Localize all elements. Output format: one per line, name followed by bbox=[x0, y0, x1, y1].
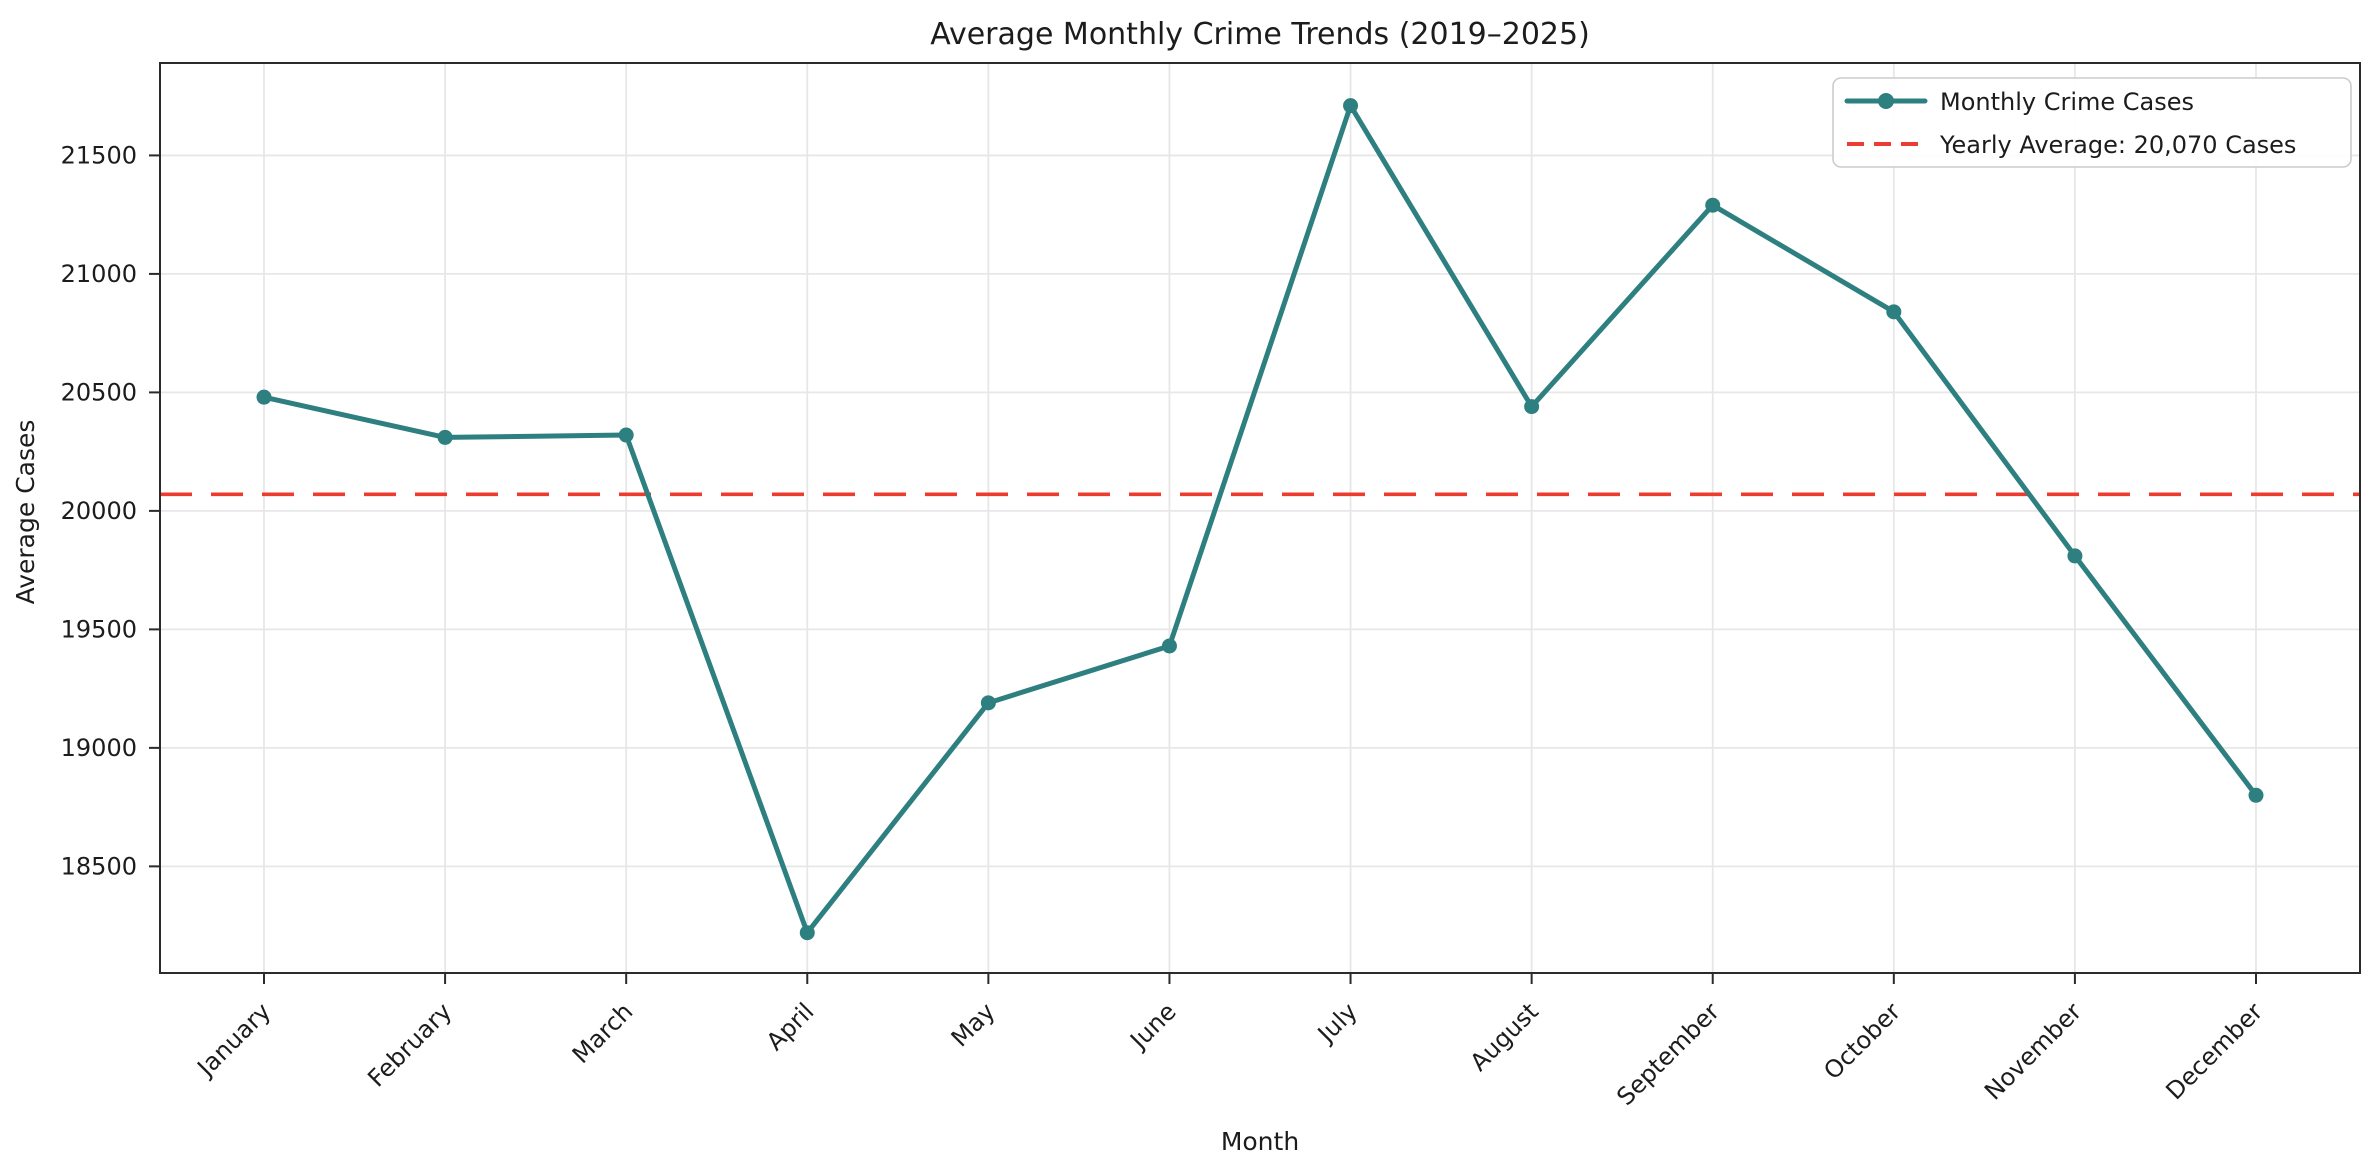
legend-item-yearly-average: Yearly Average: 20,070 Cases bbox=[1847, 131, 2296, 159]
data-point-marker bbox=[1524, 399, 1540, 415]
x-tick-label: February bbox=[362, 997, 457, 1092]
data-point-marker bbox=[980, 695, 996, 711]
legend-label-yearly-average: Yearly Average: 20,070 Cases bbox=[1939, 131, 2296, 159]
y-tick-label: 20500 bbox=[61, 378, 137, 406]
data-point-marker bbox=[799, 925, 815, 941]
data-point-marker bbox=[1705, 197, 1721, 213]
x-tick-label: June bbox=[1124, 997, 1182, 1055]
y-tick-label: 18500 bbox=[61, 852, 137, 880]
data-point-marker bbox=[2248, 787, 2264, 803]
x-tick-label: May bbox=[946, 997, 1001, 1052]
legend-box bbox=[1832, 77, 2352, 168]
y-axis-label: Average Cases bbox=[11, 420, 40, 605]
plot-border bbox=[159, 62, 2361, 974]
y-tick-label: 19000 bbox=[61, 734, 137, 762]
legend-marker-swatch bbox=[1878, 93, 1894, 109]
x-tick-label: March bbox=[567, 997, 639, 1069]
x-tick-label: July bbox=[1311, 997, 1363, 1049]
y-tick-label: 21500 bbox=[61, 141, 137, 169]
data-point-marker bbox=[2067, 548, 2083, 564]
data-series bbox=[160, 98, 2360, 941]
legend: Monthly Crime Cases Yearly Average: 20,0… bbox=[1832, 77, 2352, 168]
data-point-marker bbox=[437, 429, 453, 445]
x-tick-label: April bbox=[761, 997, 820, 1056]
x-tick-label: December bbox=[2160, 997, 2268, 1105]
x-tick-label: January bbox=[191, 997, 277, 1083]
legend-item-monthly-crime-cases: Monthly Crime Cases bbox=[1844, 88, 2194, 116]
crime-cases-line bbox=[261, 103, 2259, 936]
x-tick-label: November bbox=[1979, 997, 2087, 1105]
y-tick-label: 21000 bbox=[61, 260, 137, 288]
legend-label-monthly-crime-cases: Monthly Crime Cases bbox=[1940, 88, 2194, 116]
x-tick-label: September bbox=[1611, 997, 1725, 1111]
chart-title: Average Monthly Crime Trends (2019–2025) bbox=[930, 17, 1590, 52]
y-tick-label: 20000 bbox=[61, 497, 137, 525]
axes: 18500 19000 19500 20000 20500 21000 21500 Janua… bbox=[61, 62, 2361, 1111]
data-point-marker bbox=[1161, 638, 1177, 654]
x-tick-label: August bbox=[1465, 997, 1544, 1076]
y-tick-label: 19500 bbox=[61, 615, 137, 643]
data-point-marker bbox=[1886, 304, 1902, 320]
data-point-marker bbox=[618, 427, 634, 443]
x-axis-label: Month bbox=[1221, 1127, 1299, 1156]
x-tick-label: October bbox=[1818, 997, 1906, 1085]
data-point-marker bbox=[256, 389, 272, 405]
gridlines bbox=[160, 63, 2360, 973]
data-point-marker bbox=[1343, 98, 1359, 114]
